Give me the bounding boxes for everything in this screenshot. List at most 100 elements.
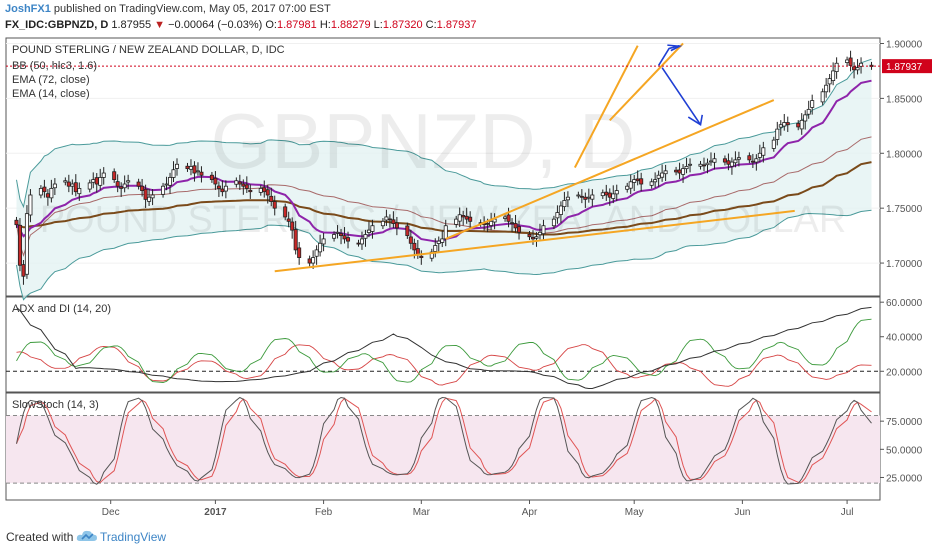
candle-body	[688, 163, 693, 166]
candle-body	[614, 190, 619, 195]
candle-body	[558, 205, 563, 215]
candle-body	[454, 218, 459, 225]
candle-body	[656, 174, 661, 179]
candle-body	[705, 162, 710, 166]
candle-body	[297, 247, 302, 258]
candle-body	[639, 178, 644, 185]
candle-body	[625, 185, 630, 190]
pane-frame-2	[5, 296, 881, 393]
candle-body	[681, 168, 686, 175]
candle-body	[262, 187, 267, 193]
candle-body	[845, 59, 850, 63]
candle-body	[660, 172, 665, 178]
candle-body	[283, 206, 288, 218]
candle-body	[852, 66, 857, 71]
candle-body	[70, 183, 75, 187]
ohlc-line: FX_IDC:GBPNZD, D 1.87955 ▼ −0.00064 (−0.…	[5, 19, 476, 31]
candle-body	[440, 238, 445, 243]
candle-body	[443, 225, 448, 240]
time-tick-label: Dec	[102, 507, 120, 518]
candle-body	[241, 183, 246, 187]
candle-body	[750, 160, 755, 163]
candle-body	[52, 183, 57, 189]
stoch-tick-label: 25.0000	[886, 473, 923, 484]
candle-body	[729, 161, 734, 167]
candle-body	[415, 248, 420, 255]
bollinger-band-fill	[16, 59, 872, 300]
candle-body	[562, 200, 567, 208]
candle-body	[806, 108, 811, 115]
candle-body	[209, 174, 214, 181]
candle-body	[513, 223, 518, 229]
candle-body	[834, 62, 839, 72]
candle-body	[363, 234, 368, 239]
candle-body	[848, 57, 853, 66]
candle-body	[796, 123, 801, 128]
candle-body	[356, 242, 361, 245]
last-price: 1.87955	[111, 19, 152, 31]
candle-body	[115, 181, 120, 187]
price-pane-title: POUND STERLING / NEW ZEALAND DOLLAR, D, …	[12, 44, 285, 56]
candle-body	[335, 231, 340, 234]
candle-body	[199, 171, 204, 176]
author-link[interactable]: JoshFX1	[5, 3, 51, 15]
candle-body	[810, 100, 815, 108]
time-tick-label: Feb	[315, 507, 333, 518]
candle-body	[342, 235, 347, 240]
time-tick-label: May	[625, 507, 644, 518]
indicator-legend: EMA (72, close)	[12, 74, 90, 86]
candle-body	[799, 119, 804, 130]
candle-body	[433, 245, 438, 252]
candle-body	[649, 181, 654, 186]
tradingview-cloud-icon	[76, 530, 97, 541]
candle-body	[489, 220, 494, 226]
adx-pane-title: ADX and DI (14, 20)	[12, 303, 111, 315]
created-with-label: Created with	[6, 530, 74, 544]
candle-body	[824, 84, 829, 93]
stoch-tick-label: 75.0000	[886, 417, 923, 428]
candle-body	[321, 238, 326, 245]
publish-line: JoshFX1 published on TradingView.com, Ma…	[5, 3, 331, 15]
candle-body	[754, 158, 759, 163]
candle-body	[38, 188, 43, 196]
candle-body	[541, 225, 546, 235]
adx-line	[16, 306, 872, 389]
candle-body	[290, 221, 295, 231]
candle-body	[628, 181, 633, 189]
candle-body	[122, 183, 127, 189]
candle-body	[195, 170, 200, 173]
footer: Created with TradingView	[0, 522, 932, 550]
candle-body	[384, 216, 389, 221]
open-label: O:	[265, 19, 277, 31]
candle-body	[677, 169, 682, 174]
channel-lower-trendline	[445, 99, 775, 240]
candle-body	[91, 179, 96, 183]
candle-body	[272, 201, 277, 209]
candle-body	[775, 128, 780, 140]
candle-body	[73, 182, 78, 193]
close-value: 1.87937	[436, 19, 477, 31]
candle-body	[28, 194, 33, 216]
time-tick-label: Jun	[734, 507, 750, 518]
candle-body	[220, 188, 225, 193]
support-trendline	[274, 209, 795, 273]
candle-body	[136, 181, 141, 187]
tradingview-brand-link[interactable]: TradingView	[100, 530, 167, 544]
candle-body	[150, 194, 155, 199]
candle-body	[237, 181, 242, 185]
stoch-tick-label: 50.0000	[886, 445, 923, 456]
candle-body	[632, 179, 637, 183]
candle-body	[370, 225, 375, 232]
candle-body	[653, 179, 658, 183]
candle-body	[339, 233, 344, 237]
candle-body	[394, 222, 399, 229]
candle-body	[464, 215, 469, 220]
candle-body	[171, 169, 176, 178]
candle-body	[387, 218, 392, 221]
indicator-legend: BB (50, hlc3, 1.6)	[12, 60, 97, 72]
candle-body	[244, 184, 249, 189]
chart-canvas[interactable]: GBPNZD, D POUND STERLING / NEW ZEALAND DO…	[0, 36, 932, 522]
candle-body	[757, 152, 762, 158]
candle-body	[831, 70, 836, 81]
candle-body	[855, 67, 860, 71]
